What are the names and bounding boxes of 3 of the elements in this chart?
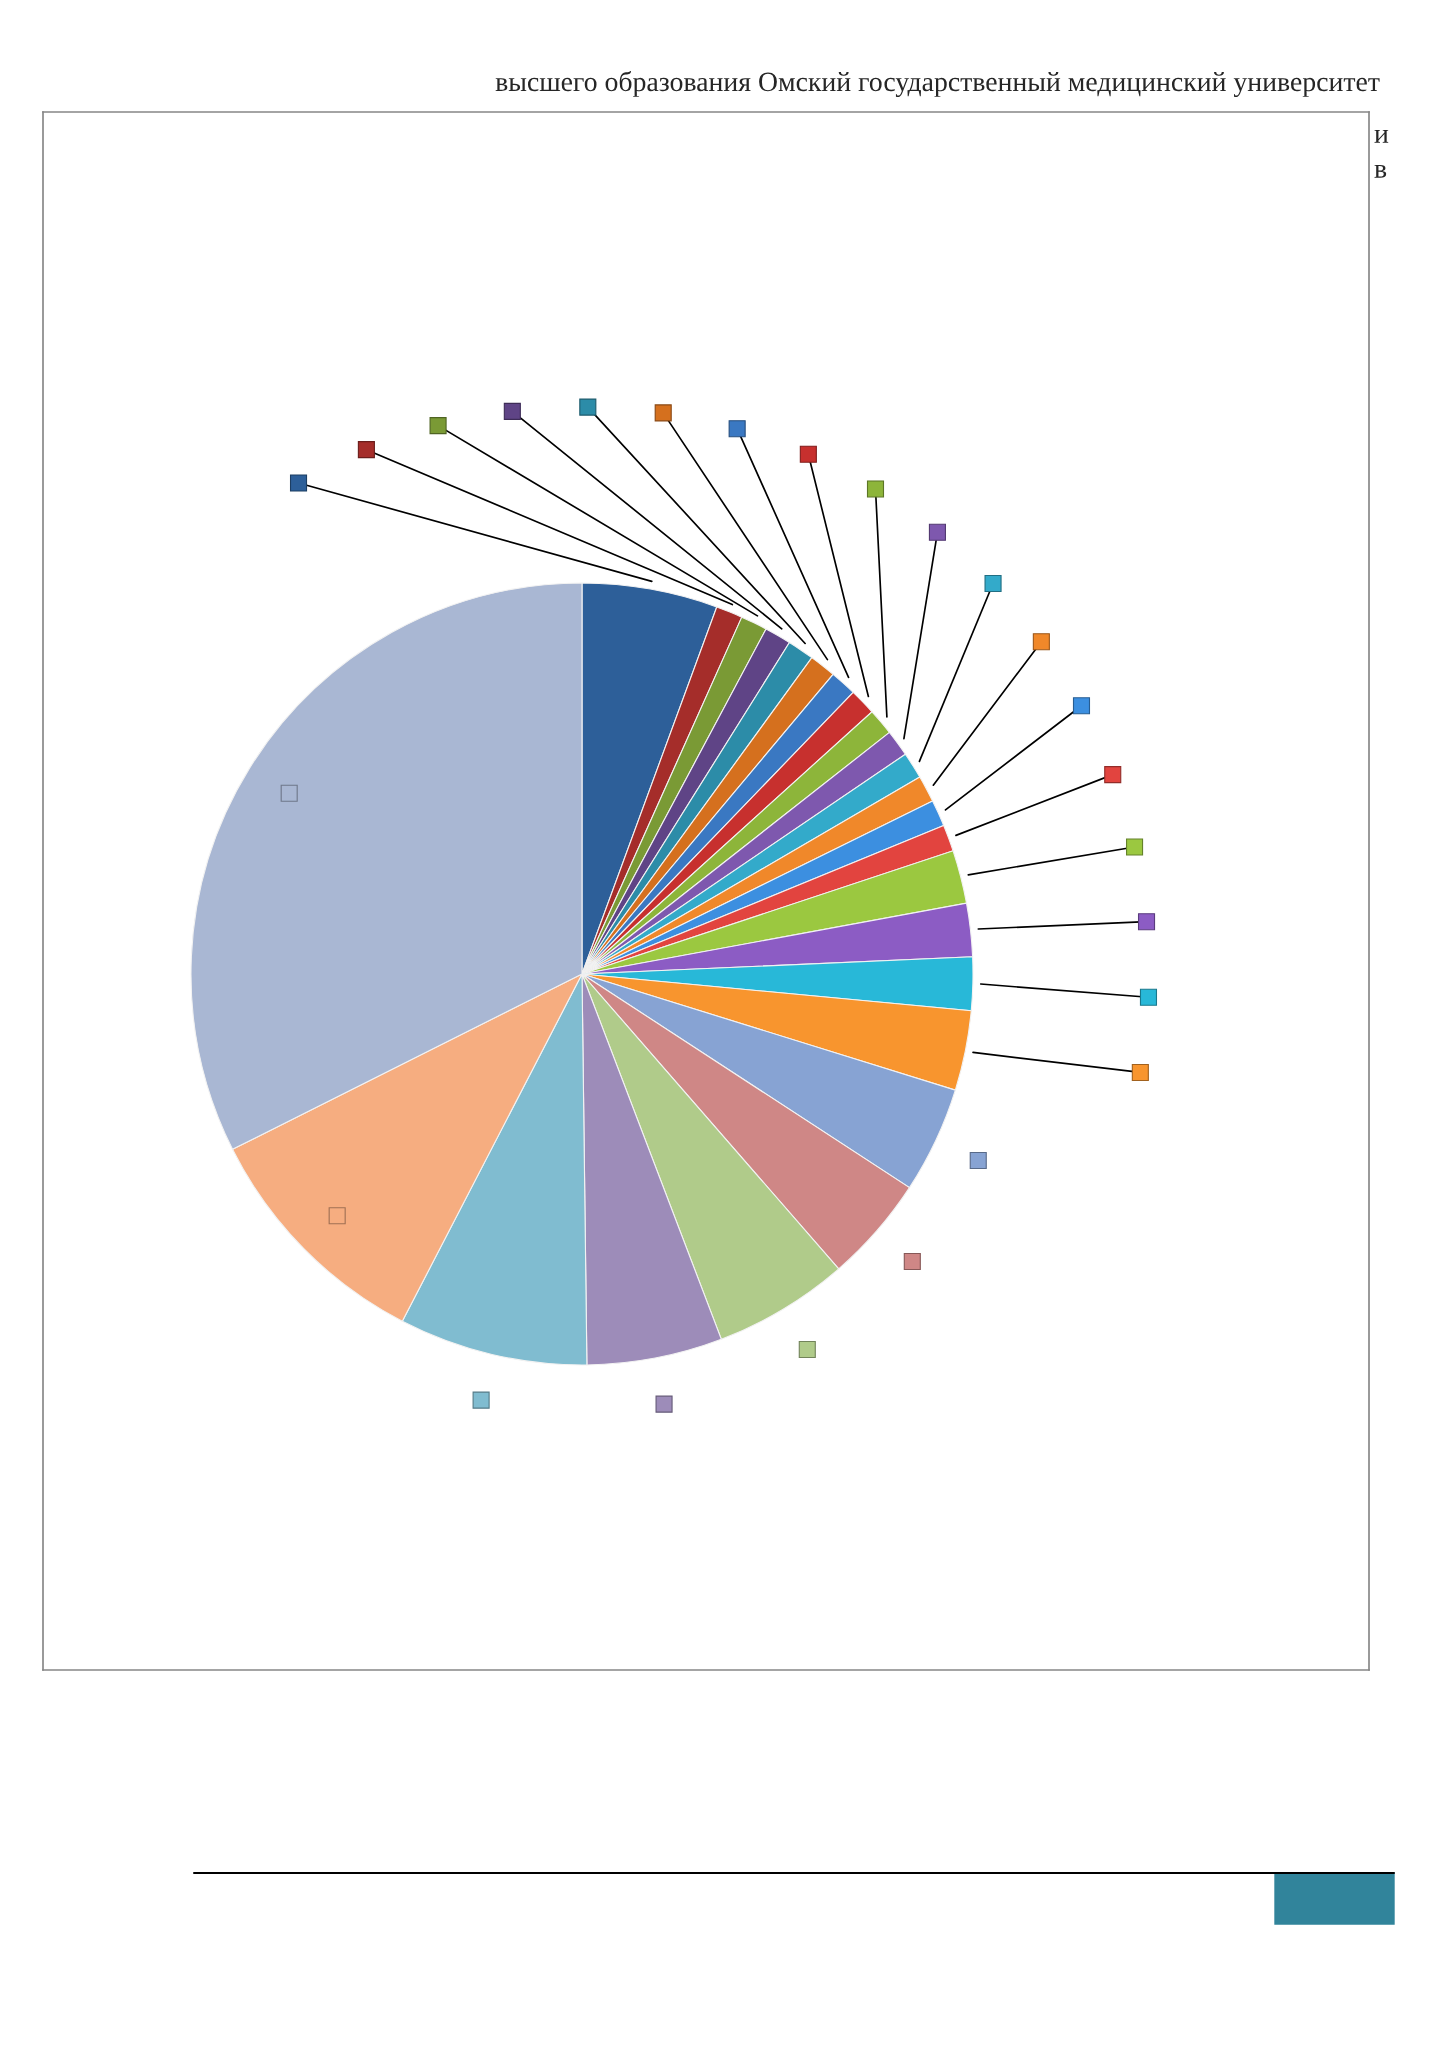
text: в xyxy=(1374,164,1387,178)
text: высшего образования Омский государственный медицинский университет xyxy=(495,71,1380,97)
text: и xyxy=(1374,129,1389,143)
